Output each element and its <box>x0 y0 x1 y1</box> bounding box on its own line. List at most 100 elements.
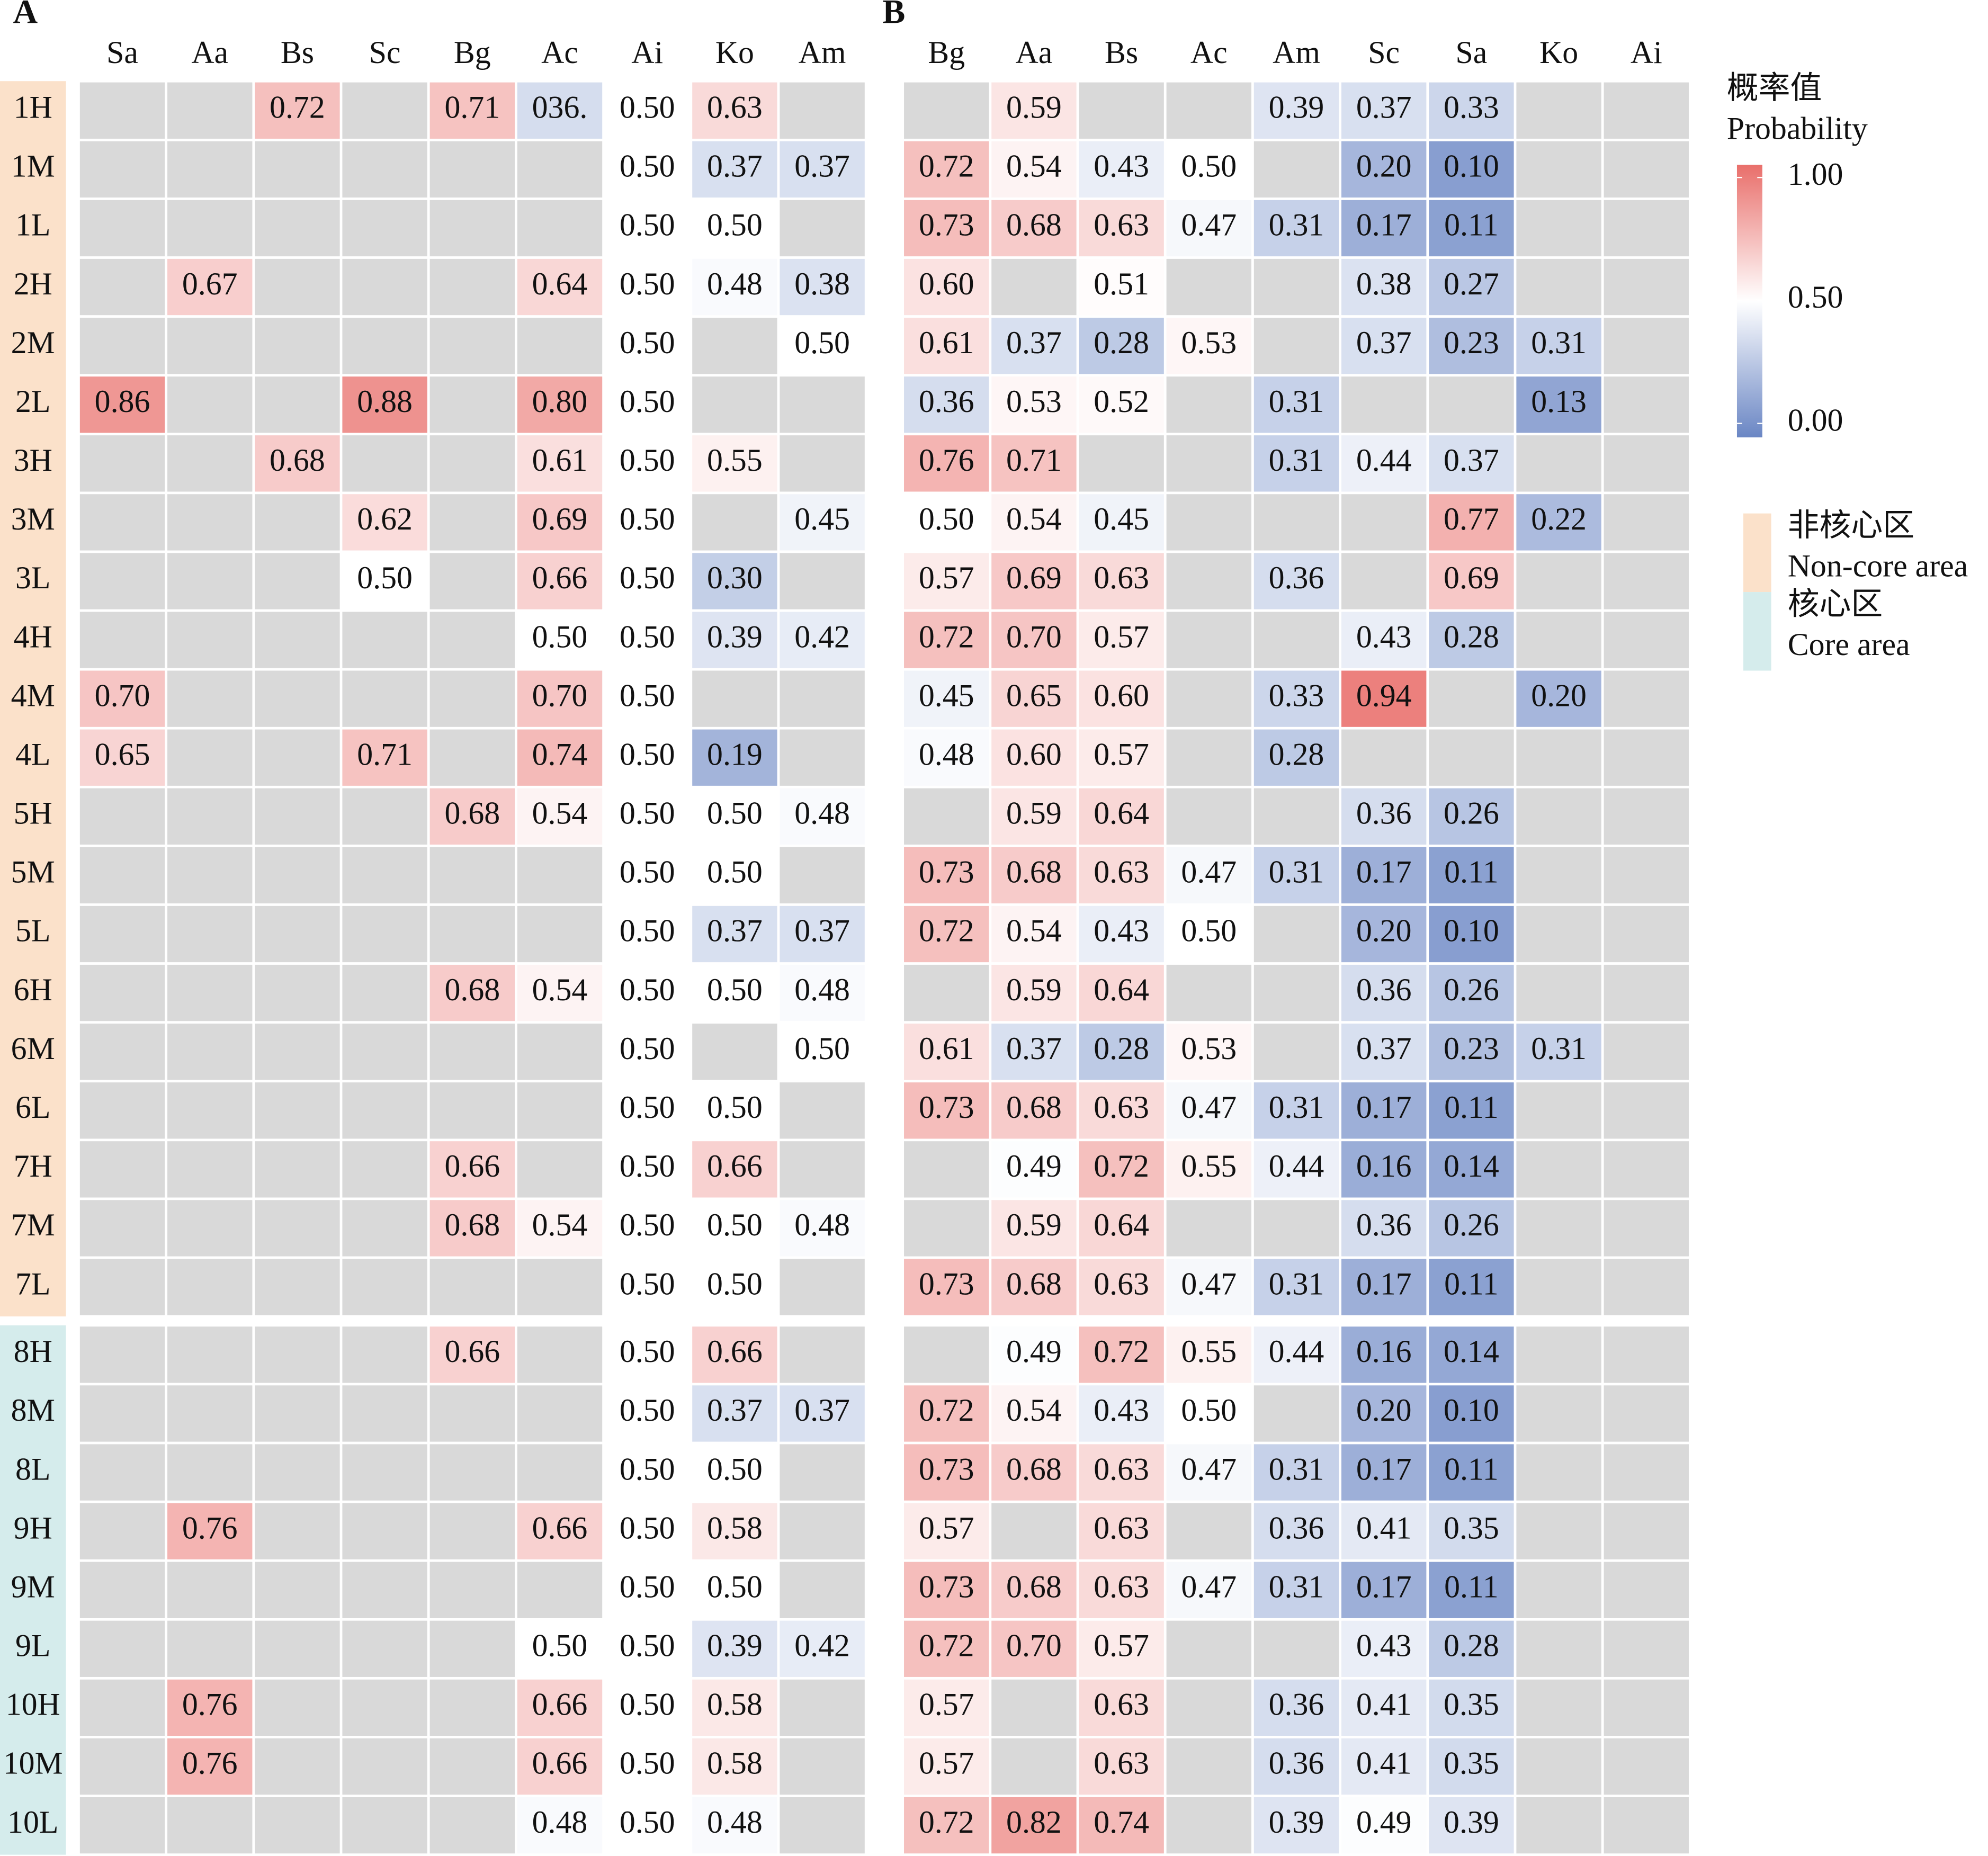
empty-cell <box>167 494 253 551</box>
cell-label: 0.54 <box>1006 1393 1062 1428</box>
cell-label: 0.70 <box>1006 619 1062 654</box>
empty-cell <box>429 847 515 904</box>
empty-cell <box>255 1082 340 1139</box>
cell-label: 0.19 <box>707 737 763 772</box>
cell-label: 0.70 <box>95 678 150 713</box>
cell-label: 0.76 <box>182 1510 238 1545</box>
empty-cell <box>904 1200 989 1257</box>
empty-cell <box>1604 729 1689 786</box>
cell-label: 0.50 <box>620 1207 675 1242</box>
cell-label: 0.50 <box>357 560 413 595</box>
cell-label: 0.22 <box>1531 501 1587 536</box>
cell-label: 0.64 <box>1094 796 1149 831</box>
column-label: Sa <box>1455 35 1487 70</box>
empty-cell <box>255 1024 340 1080</box>
heat-cell <box>1079 1679 1164 1736</box>
empty-cell <box>1604 1620 1689 1677</box>
heat-cell <box>1341 1024 1427 1080</box>
heat-cell <box>1079 1385 1164 1442</box>
cell-label: 0.48 <box>794 1207 850 1242</box>
heat-cell <box>605 1444 690 1501</box>
empty-cell <box>342 1385 427 1442</box>
column-label: Ac <box>1190 35 1228 70</box>
cell-label: 0.50 <box>707 1569 763 1604</box>
heat-cell <box>1341 670 1427 727</box>
cell-label: 0.59 <box>1006 972 1062 1007</box>
cell-label: 0.58 <box>707 1687 763 1722</box>
heat-cell <box>605 1200 690 1257</box>
empty-cell <box>342 1738 427 1795</box>
empty-cell <box>342 200 427 257</box>
heat-cell <box>991 553 1077 609</box>
cell-label: 0.72 <box>919 149 974 184</box>
cell-label: 0.63 <box>1094 560 1149 595</box>
empty-cell <box>79 317 165 374</box>
heat-cell <box>1166 1082 1252 1139</box>
empty-cell <box>167 553 253 609</box>
cell-label: 0.60 <box>1006 737 1062 772</box>
column-label: Bg <box>454 35 491 70</box>
cell-label: 0.72 <box>1094 1149 1149 1183</box>
cell-label: 0.28 <box>1094 1031 1149 1066</box>
cell-label: 0.50 <box>707 855 763 890</box>
cell-label: 0.60 <box>919 266 974 301</box>
cell-label: 0.70 <box>1006 1628 1062 1663</box>
empty-cell <box>1516 200 1601 257</box>
heat-cell <box>692 1797 777 1854</box>
cell-label: 0.50 <box>919 501 974 536</box>
empty-cell <box>429 317 515 374</box>
cell-label: 0.73 <box>919 1090 974 1125</box>
cell-label: 0.68 <box>444 1207 500 1242</box>
cell-label: 0.20 <box>1356 913 1412 948</box>
cell-label: 0.71 <box>357 737 413 772</box>
cell-label: 0.68 <box>444 796 500 831</box>
empty-cell <box>780 82 865 139</box>
empty-cell <box>1166 1503 1252 1559</box>
heat-cell <box>342 494 427 551</box>
heat-cell <box>904 1503 989 1559</box>
empty-cell <box>780 1503 865 1559</box>
cell-label: 0.63 <box>707 90 763 125</box>
cell-label: 0.50 <box>620 796 675 831</box>
cell-label: 0.45 <box>919 678 974 713</box>
empty-cell <box>780 847 865 904</box>
row-label: 9H <box>14 1510 52 1545</box>
heat-cell <box>780 788 865 845</box>
heat-cell <box>605 1503 690 1559</box>
empty-cell <box>1253 317 1339 374</box>
cell-label: 0.72 <box>1094 1334 1149 1369</box>
heat-cell <box>780 612 865 668</box>
empty-cell <box>429 1503 515 1559</box>
heat-cell <box>991 670 1077 727</box>
heat-cell <box>605 258 690 316</box>
heat-cell <box>1341 1503 1427 1559</box>
empty-cell <box>1516 1679 1601 1736</box>
empty-cell <box>1604 905 1689 963</box>
heat-cell <box>517 1797 603 1854</box>
heat-cell <box>1516 376 1601 433</box>
cell-label: 0.37 <box>1006 325 1062 360</box>
empty-cell <box>904 788 989 845</box>
empty-cell <box>255 788 340 845</box>
heat-cell <box>780 1024 865 1080</box>
cell-label: 0.50 <box>620 737 675 772</box>
cell-label: 0.36 <box>919 384 974 419</box>
empty-cell <box>1429 729 1514 786</box>
heat-cell <box>991 317 1077 374</box>
heat-cell <box>517 788 603 845</box>
heat-cell <box>605 905 690 963</box>
empty-cell <box>904 82 989 139</box>
empty-cell <box>1604 82 1689 139</box>
empty-cell <box>429 1797 515 1854</box>
heat-cell <box>692 258 777 316</box>
heat-cell <box>692 1200 777 1257</box>
empty-cell <box>255 847 340 904</box>
cell-label: 0.31 <box>1269 1451 1324 1486</box>
heat-cell <box>605 1620 690 1677</box>
empty-cell <box>255 905 340 963</box>
empty-cell <box>1166 1620 1252 1677</box>
cell-label: 0.61 <box>532 443 588 478</box>
heat-cell <box>605 200 690 257</box>
cell-label: 0.63 <box>1094 1510 1149 1545</box>
empty-cell <box>1516 1385 1601 1442</box>
